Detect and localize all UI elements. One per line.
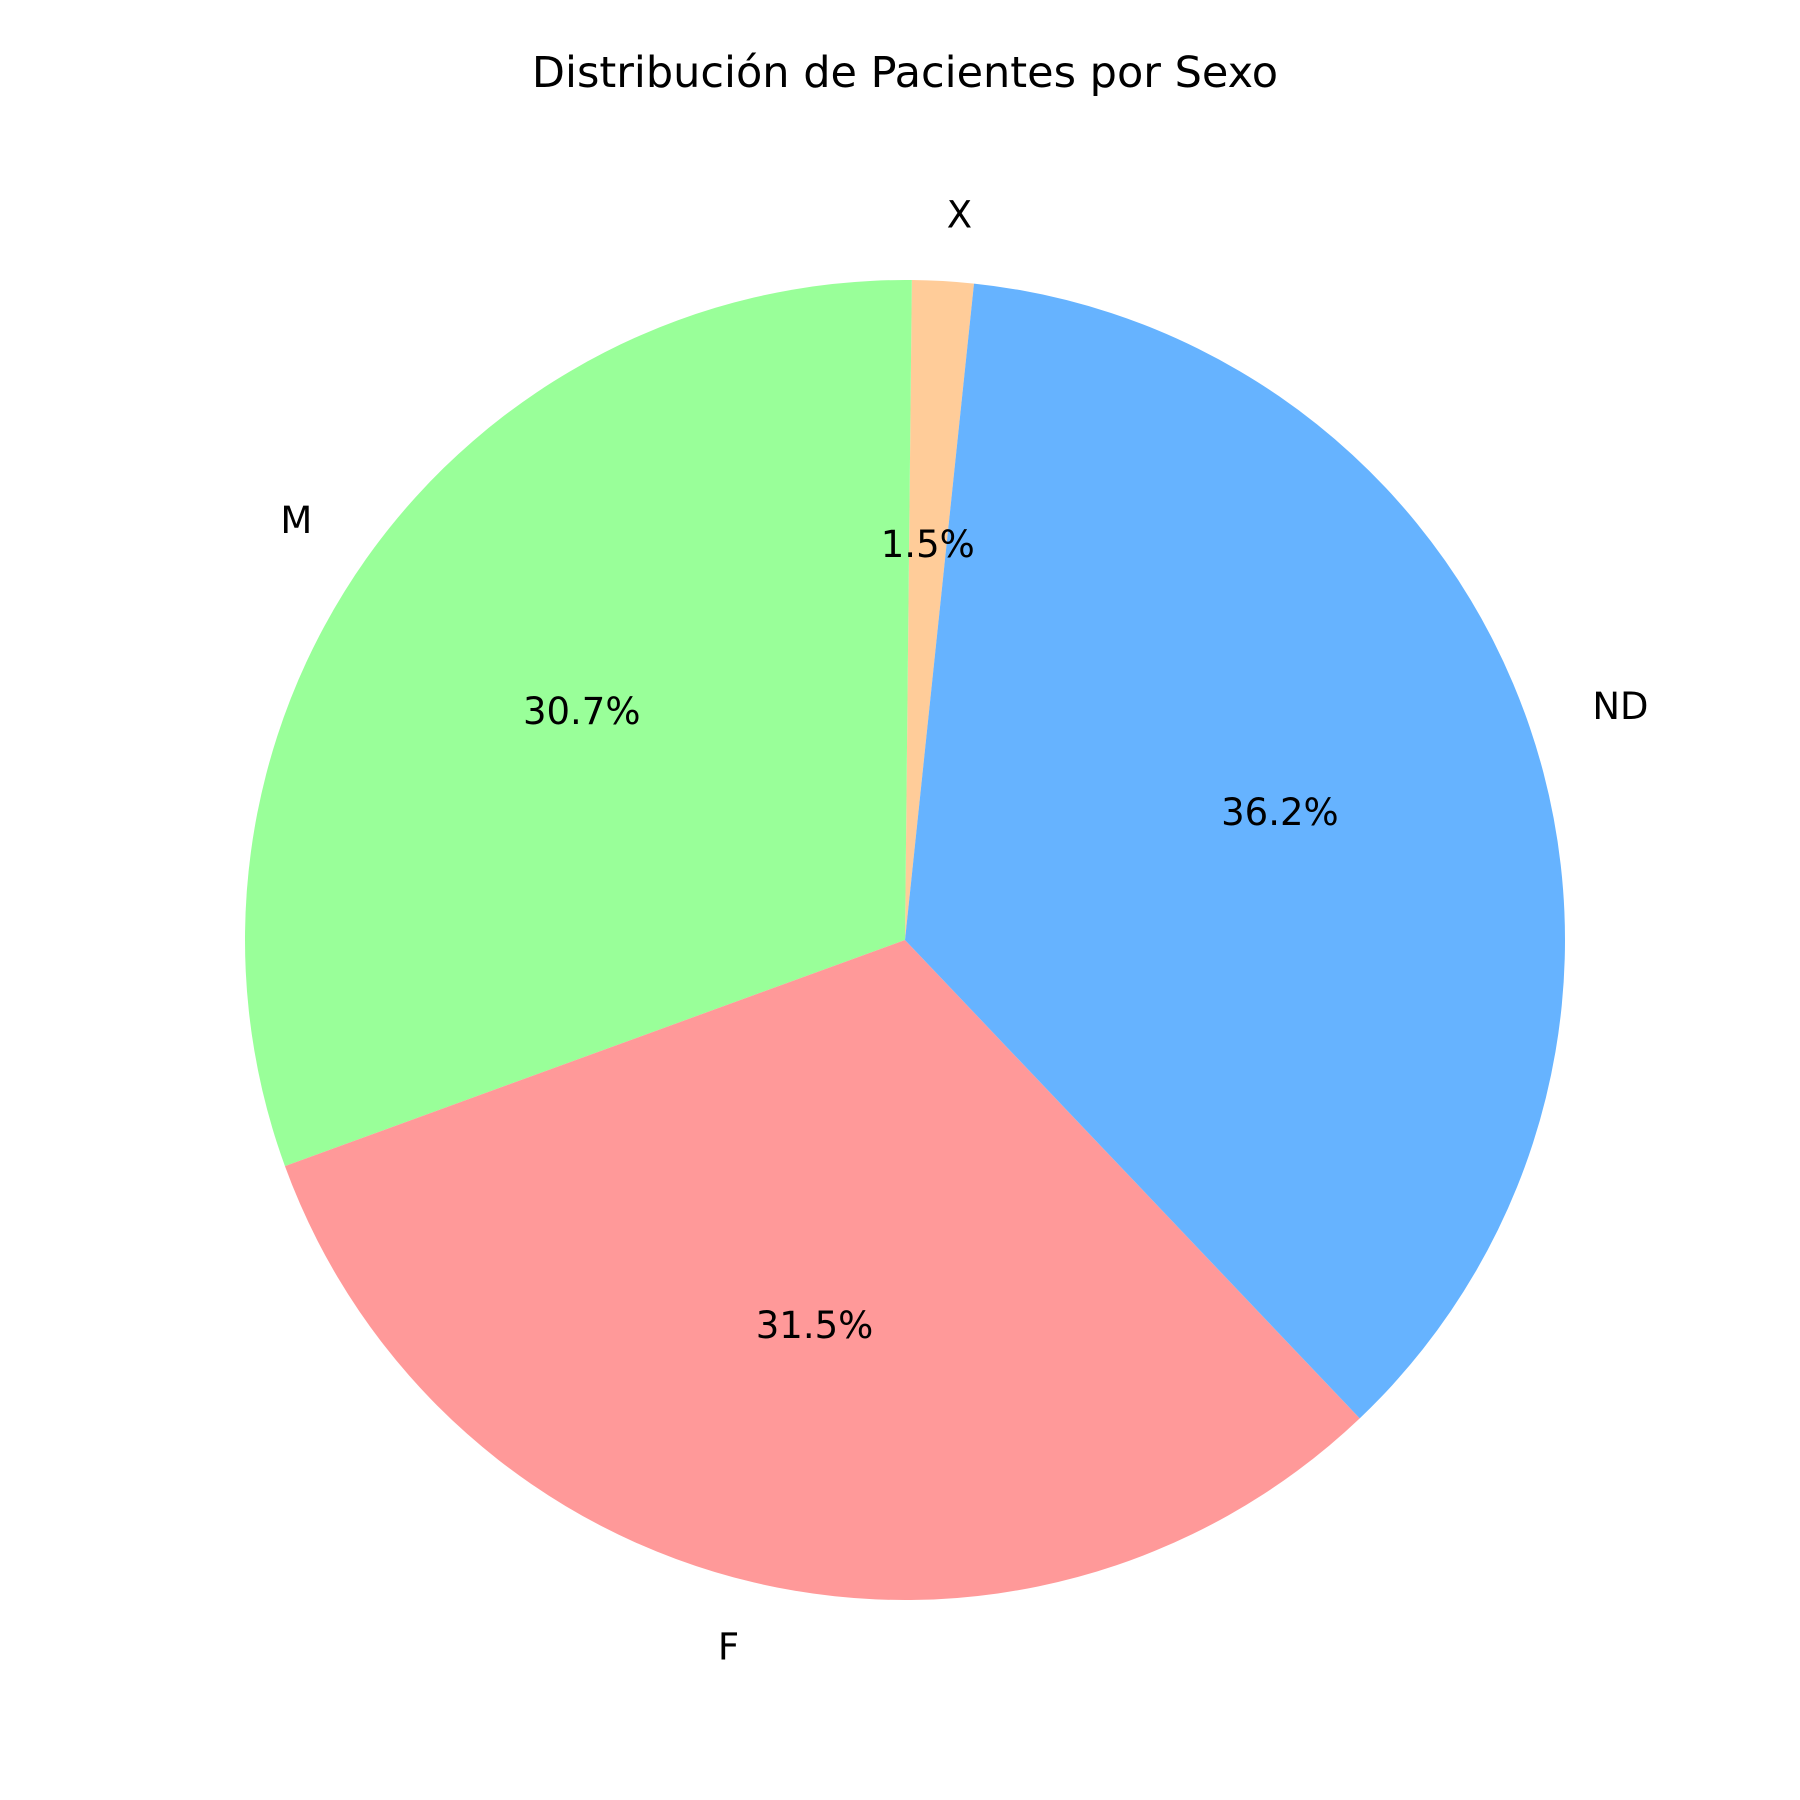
pie-slice-f bbox=[284, 940, 1360, 1600]
pie-category-label-nd: ND bbox=[1592, 685, 1648, 728]
pie-labels: 1.5% X 30.7% M 31.5% F 36.2% ND bbox=[280, 194, 1648, 1669]
pie-slices bbox=[244, 280, 1566, 1600]
pie-slice-m bbox=[244, 280, 912, 1167]
pie-category-label-f: F bbox=[718, 1625, 739, 1668]
pie-category-label-x: X bbox=[947, 194, 972, 237]
pie-slice-nd bbox=[905, 283, 1566, 1419]
pie-percent-label-f: 31.5% bbox=[756, 1304, 874, 1347]
pie-percent-label-x: 1.5% bbox=[881, 523, 975, 566]
pie-percent-label-nd: 36.2% bbox=[1221, 791, 1339, 834]
pie-category-label-m: M bbox=[280, 499, 312, 542]
chart-title: Distribución de Pacientes por Sexo bbox=[532, 48, 1278, 98]
pie-percent-label-m: 30.7% bbox=[523, 690, 641, 733]
pie-slice-x bbox=[905, 280, 974, 941]
